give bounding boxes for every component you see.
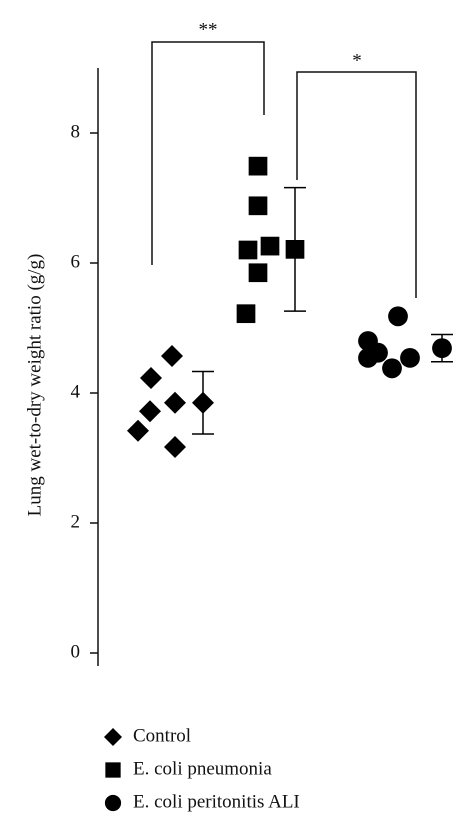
data-point [260, 236, 280, 256]
data-point [382, 358, 402, 379]
data-point [238, 240, 258, 260]
legend-label: E. coli pneumonia [133, 758, 272, 779]
data-point [388, 306, 408, 327]
mean-marker [432, 338, 452, 359]
y-tick-label: 4 [71, 381, 81, 402]
significance-label: ** [199, 19, 218, 40]
data-point [236, 304, 256, 324]
legend-marker [105, 762, 121, 778]
legend-marker [104, 794, 122, 812]
data-point [400, 348, 420, 368]
y-tick-label: 2 [71, 511, 81, 532]
significance-bracket [151, 41, 265, 265]
y-axis-label: Lung wet-to-dry weight ratio (g/g) [24, 254, 45, 517]
mean-marker [192, 391, 214, 414]
significance-bracket [296, 71, 417, 298]
data-point [248, 156, 268, 176]
y-tick-label: 6 [71, 251, 81, 272]
data-point [164, 391, 186, 414]
data-point [127, 419, 149, 442]
legend-marker [104, 728, 122, 746]
data-point [248, 196, 268, 216]
data-point [358, 348, 378, 368]
mean-marker [285, 240, 305, 259]
legend-label: Control [133, 725, 191, 746]
y-tick-label: 0 [71, 641, 81, 662]
y-tick-label: 8 [71, 121, 81, 142]
data-point [161, 344, 183, 367]
legend-label: E. coli peritonitis ALI [133, 791, 300, 812]
data-point [248, 263, 268, 283]
data-point [164, 435, 186, 458]
significance-label: * [352, 50, 362, 71]
data-point [140, 367, 162, 390]
data-point [139, 400, 161, 423]
